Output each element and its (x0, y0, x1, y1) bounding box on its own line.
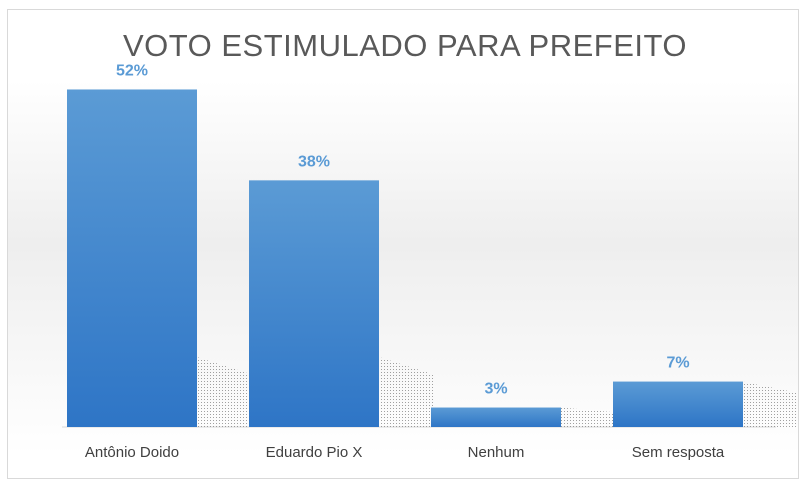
data-label-2: 38% (298, 153, 330, 170)
category-label-2: Eduardo Pio X (266, 444, 363, 461)
bar-shadow (743, 381, 798, 427)
bar-shadow (379, 357, 434, 427)
bar-shadow (561, 407, 616, 427)
category-label-1: Antônio Doido (85, 444, 179, 461)
data-label-3: 3% (484, 381, 507, 398)
bar-4 (613, 381, 743, 427)
category-label-4: Sem resposta (632, 444, 725, 461)
data-label-4: 7% (666, 355, 689, 372)
data-label-1: 52% (116, 62, 148, 79)
chart-title: VOTO ESTIMULADO PARA PREFEITO (122, 28, 687, 63)
bar-3 (431, 407, 561, 427)
category-label-3: Nenhum (468, 444, 525, 461)
bar-1 (67, 89, 197, 428)
bar-shadow (197, 357, 252, 427)
bar-2 (249, 180, 379, 427)
